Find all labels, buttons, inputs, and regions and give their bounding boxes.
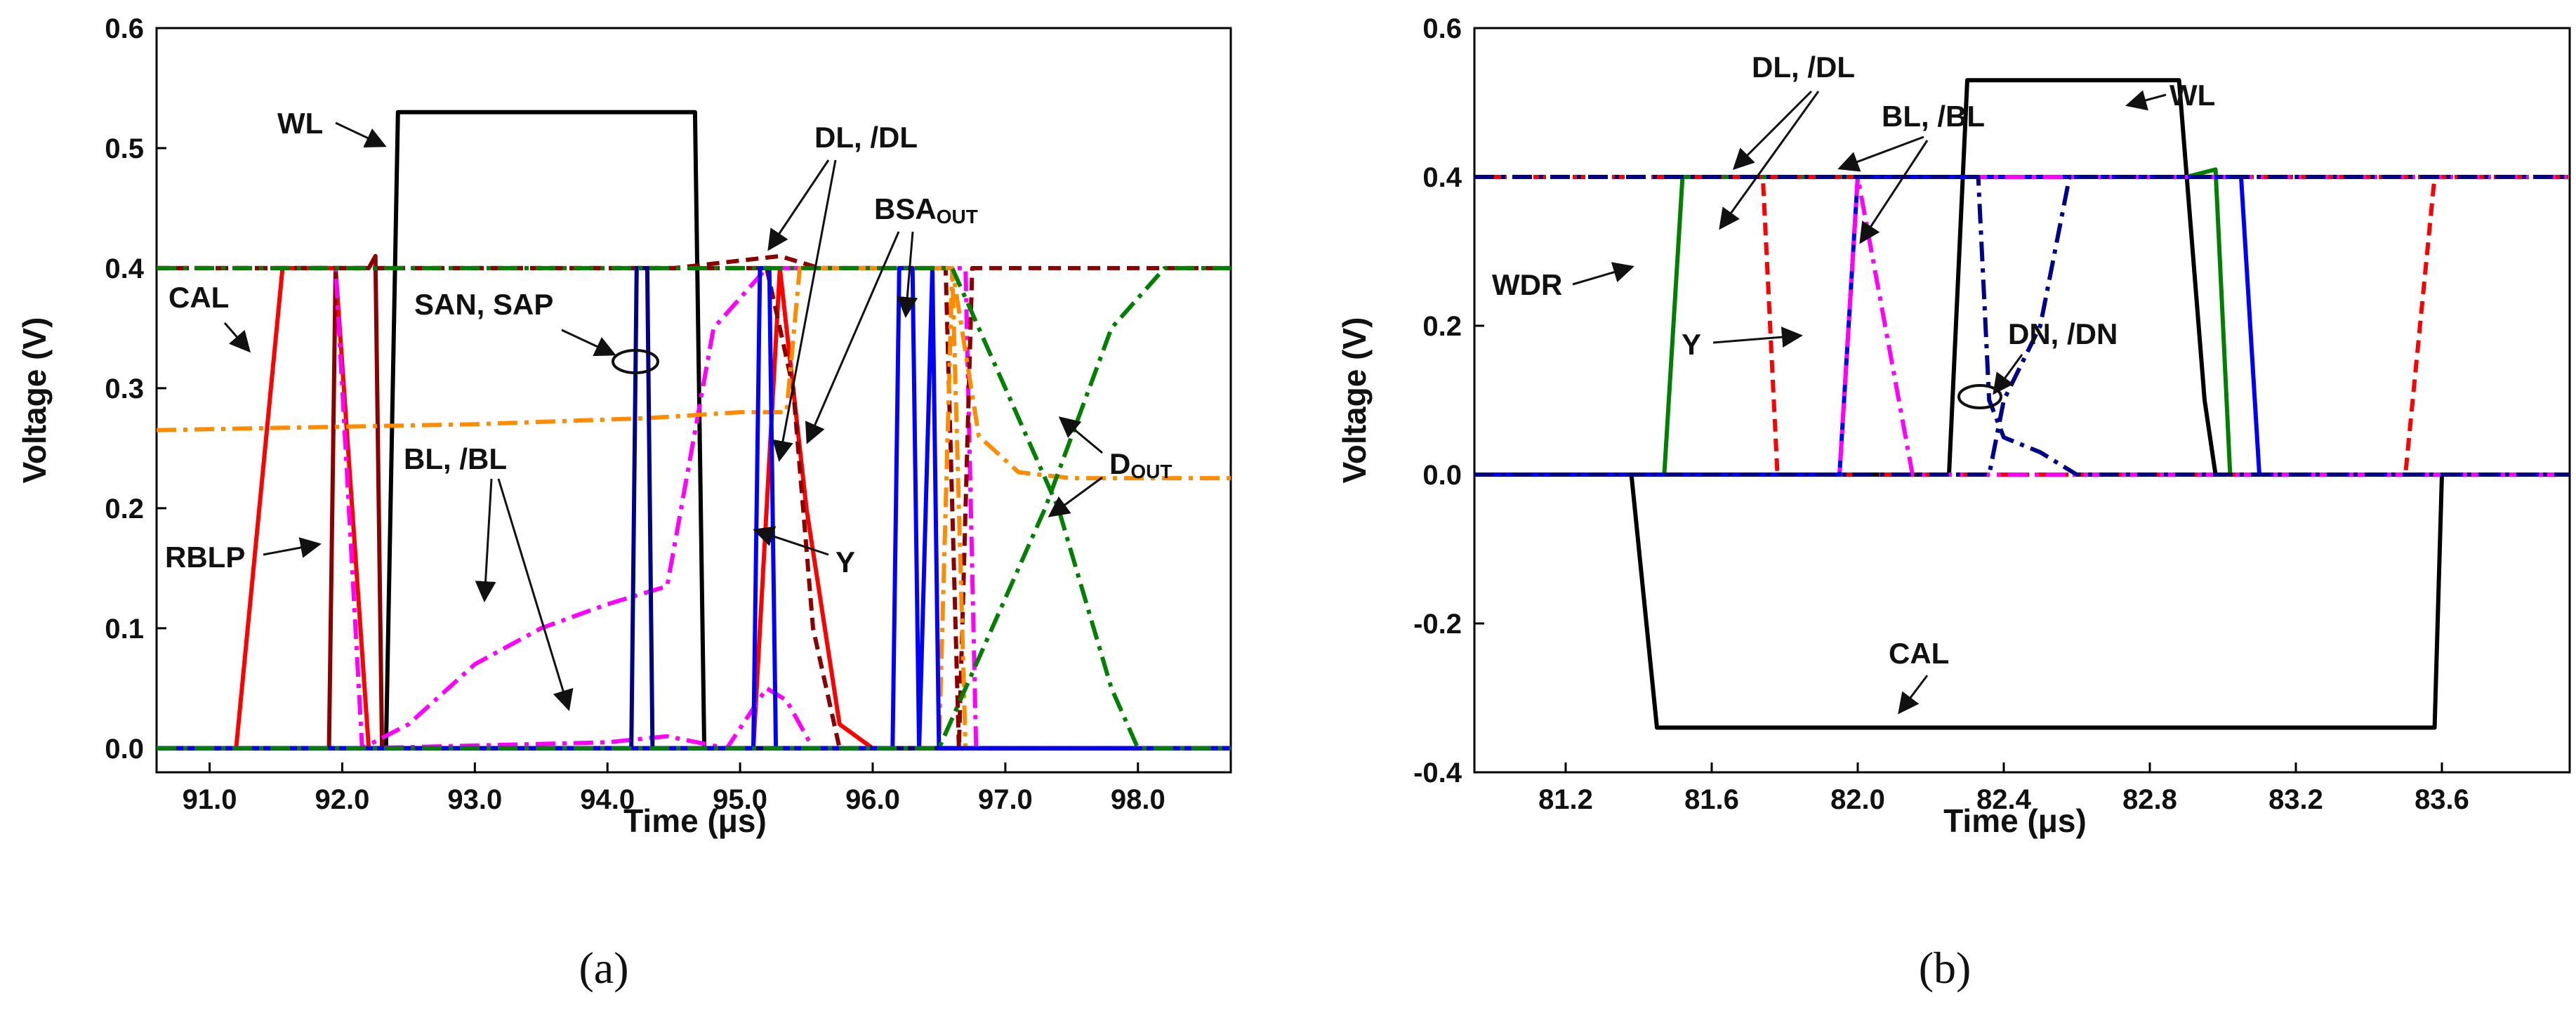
- annotation-bsa-out-arrow-2: [897, 231, 918, 318]
- series-bl: [157, 686, 1231, 751]
- series-bsa-out: [157, 265, 1231, 751]
- series-san-sap: [157, 265, 1231, 751]
- annotation-b-bl: BL, /BL: [1882, 100, 1985, 133]
- panel-a-chart: 91.0 92.0 93.0 94.0 95.0 96.0 97.0 98.0 0.0 0.1 0.…: [16, 13, 1232, 993]
- annotation-san-sap: SAN, SAP: [414, 288, 553, 321]
- series-cal: [1474, 473, 2570, 730]
- y-tick-label: 0.4: [1422, 162, 1462, 193]
- annotation-d-out: DOUT: [1109, 447, 1172, 482]
- x-tick-label: 93.0: [447, 784, 502, 815]
- annotation-bl-arrow-1: [475, 478, 496, 602]
- annotation-b-cal: CAL: [1889, 637, 1949, 670]
- x-tick-label: 82.8: [2122, 784, 2177, 815]
- x-tick-label: 82.4: [1976, 784, 2032, 815]
- annotation-wl-arrow: [335, 121, 387, 148]
- x-tick-label: 94.0: [580, 784, 635, 815]
- annotation-b-dl-arrow-1: [1732, 90, 1813, 171]
- x-tick-label: 81.2: [1538, 784, 1593, 815]
- annotation-b-y-arrow: [1712, 326, 1803, 348]
- annotation-d-out-arrow-2: [1048, 476, 1103, 517]
- svg-text:BSAOUT: BSAOUT: [874, 192, 978, 227]
- y-tick-label: -0.4: [1413, 758, 1462, 788]
- annotation-b-bl-arrow-1: [1837, 136, 1924, 172]
- annotation-rblp-arrow: [263, 537, 322, 558]
- panel-b-chart: 81.2 81.6 82.0 82.4 82.8 83.2 83.6 -0.4 -0.2 0.0 0…: [1336, 13, 2571, 993]
- annotation-dl-arrow-1: [767, 159, 830, 251]
- x-tick-label: 81.6: [1684, 784, 1739, 815]
- panel-a-y-axis-label: Voltage (V): [16, 317, 53, 484]
- x-tick-label: 83.2: [2268, 784, 2323, 815]
- annotation-b-dl-arrow-2: [1719, 91, 1820, 230]
- annotation-bl-arrow-2: [497, 478, 574, 711]
- annotation-cal-arrow: [223, 322, 251, 353]
- annotation-b-y: Y: [1682, 328, 1701, 361]
- series-dl: [157, 265, 1231, 751]
- y-tick-label: 0.2: [105, 494, 144, 524]
- x-tick-label: 97.0: [978, 784, 1033, 815]
- y-tick-label: 0.5: [105, 133, 144, 164]
- panel-a-x-axis-label: Time (μs): [623, 802, 767, 839]
- annotation-b-wl-arrow: [2125, 90, 2167, 111]
- annotation-bsa-out-arrow-1: [805, 231, 900, 444]
- y-tick-label: 0.2: [1422, 311, 1462, 342]
- annotation-cal: CAL: [169, 281, 229, 314]
- annotation-y-arrow: [753, 526, 829, 556]
- y-tick-label: -0.2: [1413, 609, 1462, 640]
- annotation-b-dn: DN, /DN: [2008, 317, 2118, 350]
- annotation-d-out-arrow-1: [1058, 416, 1103, 454]
- panel-a-label: (a): [579, 943, 628, 993]
- y-tick-label: 0.6: [1422, 13, 1462, 44]
- annotation-b-wdr: WDR: [1492, 268, 1562, 301]
- y-tick-label: 0.6: [105, 13, 144, 44]
- series-cal: [157, 265, 1231, 751]
- series-d-out: [157, 265, 1231, 751]
- series-d-out: [157, 265, 1231, 751]
- annotation-b-dn-circle: [1957, 384, 2002, 409]
- series-dn: [1474, 175, 2570, 477]
- panel-b-y-axis-label: Voltage (V): [1336, 317, 1373, 484]
- annotation-san-sap-arrow: [561, 329, 616, 357]
- y-tick-label: 0.0: [1422, 460, 1462, 491]
- annotation-wl: WL: [277, 107, 323, 140]
- panel-b-plot-frame: [1473, 27, 2571, 774]
- annotation-b-wl: WL: [2169, 79, 2215, 112]
- annotation-san-sap-circle: [612, 349, 659, 374]
- annotation-bsa-out: BSAOUT: [874, 192, 978, 227]
- annotation-rblp: RBLP: [165, 541, 245, 574]
- panel-b-x-axis-label: Time (μs): [1943, 802, 2087, 839]
- series-y: [157, 265, 1231, 751]
- x-tick-label: 92.0: [315, 784, 370, 815]
- x-tick-label: 96.0: [845, 784, 900, 815]
- svg-text:DOUT: DOUT: [1109, 447, 1172, 482]
- annotation-b-cal-arrow: [1898, 675, 1929, 715]
- annotation-b-wdr-arrow: [1572, 262, 1634, 286]
- series-wl: [1474, 78, 2570, 477]
- annotation-y: Y: [835, 546, 855, 579]
- x-tick-label: 91.0: [183, 784, 237, 815]
- annotation-b-dl: DL, /DL: [1752, 51, 1855, 84]
- y-tick-label: 0.4: [105, 253, 144, 284]
- x-tick-label: 83.6: [2415, 784, 2469, 815]
- series-dl: [157, 253, 1231, 751]
- annotation-dl: DL, /DL: [814, 121, 918, 154]
- series-bl: [157, 265, 1231, 751]
- y-tick-label: 0.1: [105, 614, 144, 645]
- panel-a-plot-frame: [155, 27, 1232, 774]
- x-tick-label: 98.0: [1111, 784, 1165, 815]
- annotation-b-bl-arrow-2: [1859, 140, 1929, 244]
- x-tick-label: 82.0: [1830, 784, 1885, 815]
- annotation-dl-arrow-2: [772, 159, 837, 462]
- series-bsa-out: [156, 265, 1231, 751]
- annotation-bl: BL, /BL: [404, 442, 507, 475]
- x-tick-label: 95.0: [713, 784, 767, 815]
- series-dn: [1474, 175, 2570, 477]
- y-tick-label: 0.0: [105, 734, 144, 765]
- y-tick-label: 0.3: [105, 374, 144, 404]
- annotation-b-dn-arrow: [1993, 354, 2023, 395]
- panel-b-label: (b): [1919, 943, 1971, 993]
